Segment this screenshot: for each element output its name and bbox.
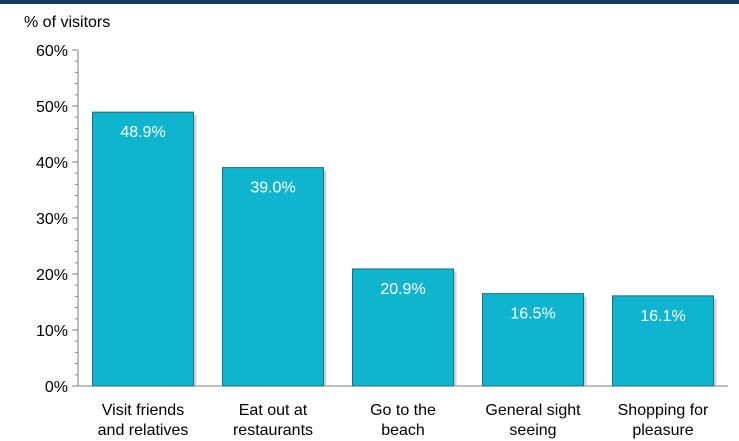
bar-value-label: 16.5%: [510, 306, 555, 323]
category-label: seeing: [509, 422, 556, 439]
bar-value-label: 48.9%: [120, 124, 165, 141]
bar-value-label: 20.9%: [380, 281, 425, 298]
bar-value-label: 39.0%: [250, 180, 295, 197]
category-label: Visit friends: [102, 402, 184, 419]
category-label: Go to the: [370, 402, 436, 419]
bar: [482, 293, 584, 387]
category-label: Eat out at: [239, 402, 308, 419]
category-label: pleasure: [632, 422, 693, 439]
y-axis-label: % of visitors: [24, 14, 110, 31]
bar-value-label: 16.1%: [640, 308, 685, 325]
y-tick-label: 20%: [36, 267, 68, 284]
top-rule: [0, 0, 739, 4]
category-label: beach: [381, 422, 425, 439]
y-tick-label: 30%: [36, 211, 68, 228]
bar: [92, 111, 194, 387]
y-tick-label: 50%: [36, 99, 68, 116]
category-label: restaurants: [233, 422, 313, 439]
category-label: Shopping for: [618, 402, 709, 419]
y-tick-label: 10%: [36, 323, 68, 340]
bar: [612, 295, 714, 387]
y-tick-label: 40%: [36, 155, 68, 172]
category-label: and relatives: [98, 422, 189, 439]
y-tick-label: 60%: [36, 43, 68, 60]
bar: [222, 167, 324, 387]
category-label: General sight: [485, 402, 581, 419]
bar: [352, 268, 454, 387]
y-tick-label: 0%: [45, 379, 68, 396]
